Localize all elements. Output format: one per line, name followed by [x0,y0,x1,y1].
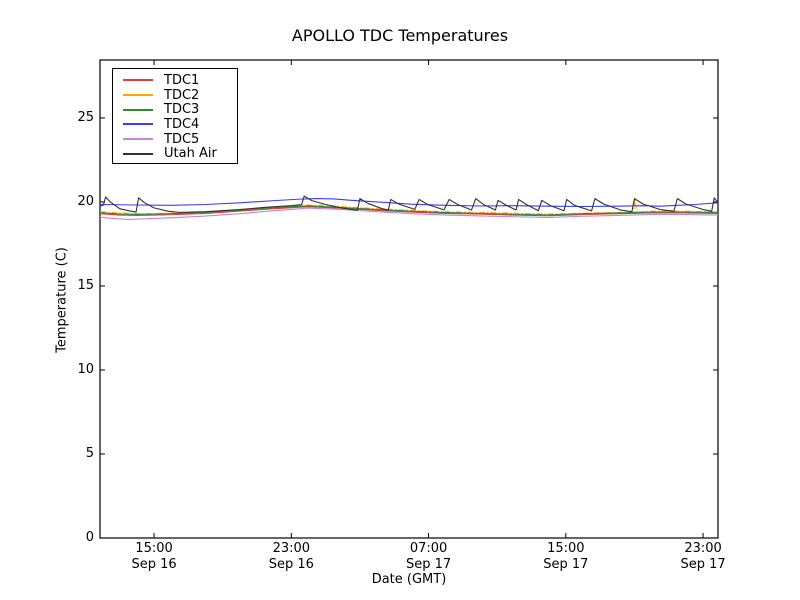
y-tick-label: 5 [85,445,94,461]
y-tick-label: 20 [77,193,94,209]
x-tick-label: 15:00 Sep 17 [521,541,611,572]
legend-item: TDC1 [113,73,237,88]
y-tick-label: 15 [77,277,94,293]
series-line-tdc3 [99,205,719,216]
x-tick-time: 15:00 [547,541,585,556]
legend-item: TDC3 [113,102,237,117]
x-tick-label: 23:00 Sep 17 [658,541,748,572]
x-tick-time: 23:00 [272,541,311,556]
legend-line-swatch [123,123,153,126]
legend-label: TDC1 [164,72,200,88]
legend-label: TDC4 [164,116,200,132]
legend-line-swatch [123,152,153,155]
x-tick-time: 15:00 [135,541,173,556]
plot-border [99,59,719,539]
x-axis-label: Date (GMT) [371,572,447,587]
series-line-tdc5 [99,207,719,220]
series-line-tdc1 [99,206,719,217]
x-tick-date: Sep 16 [268,556,314,572]
legend: TDC1 TDC2 TDC3 TDC4 TDC5 Utah Air [112,68,238,164]
legend-label: TDC2 [164,87,200,103]
legend-item: Utah Air [113,146,237,161]
legend-item: TDC2 [113,88,237,103]
series-line-tdc2 [99,198,719,215]
x-tick-time: 07:00 [409,541,448,556]
legend-line-swatch [123,79,153,82]
series-line-utah-air [99,195,719,213]
legend-label: TDC5 [164,131,200,147]
x-tick-date: Sep 16 [131,556,177,572]
x-tick-date: Sep 17 [680,556,726,572]
y-tick-label: 10 [77,361,94,377]
x-tick-label: 07:00 Sep 17 [384,541,474,572]
y-axis-label: Temperature (C) [54,247,70,353]
legend-label: Utah Air [164,146,217,162]
legend-label: TDC3 [164,102,200,118]
legend-line-swatch [123,138,153,141]
legend-line-swatch [123,94,153,97]
legend-line-swatch [123,108,153,111]
chart-title: APOLLO TDC Temperatures [291,26,509,45]
y-tick-label: 25 [77,109,94,125]
x-tick-label: 23:00 Sep 16 [246,541,336,572]
x-tick-label: 15:00 Sep 16 [109,541,199,572]
y-tick-label: 0 [85,530,94,545]
x-tick-date: Sep 17 [405,556,452,572]
x-tick-time: 23:00 [684,541,722,556]
legend-item: TDC5 [113,132,237,147]
x-tick-date: Sep 17 [543,556,589,572]
series-line-tdc4 [99,198,719,208]
legend-item: TDC4 [113,117,237,132]
